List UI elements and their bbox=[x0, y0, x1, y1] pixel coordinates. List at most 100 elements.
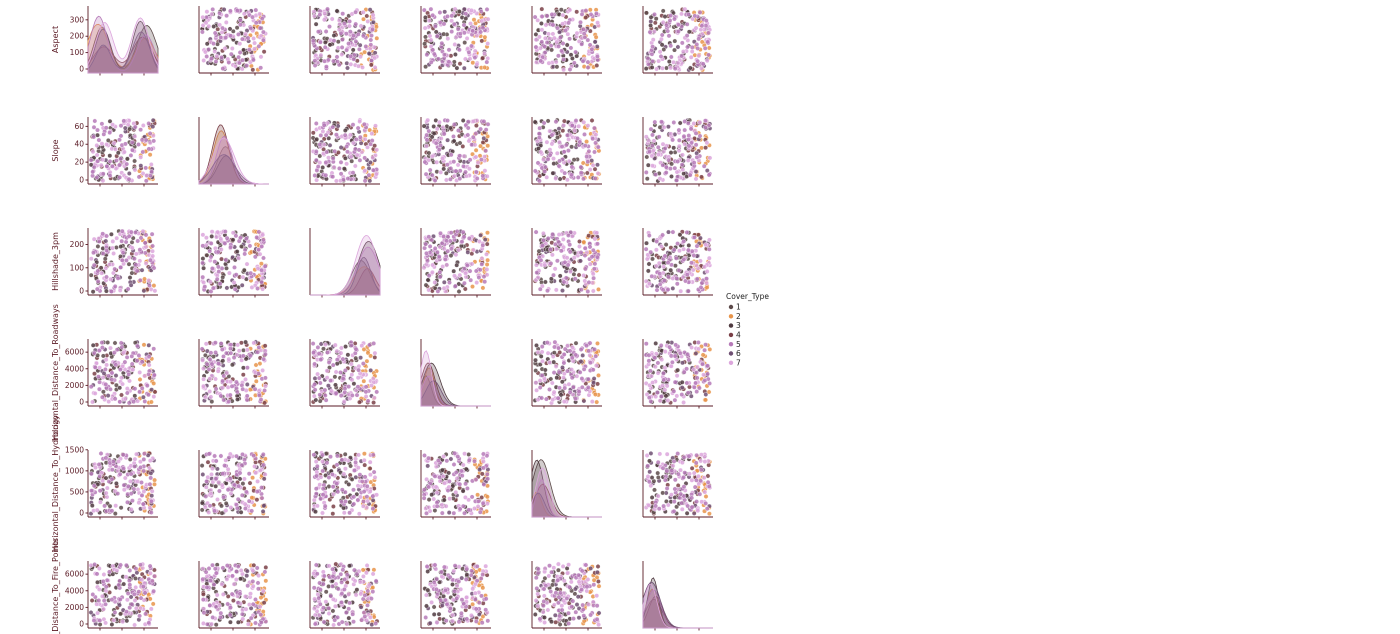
point-class-5 bbox=[123, 239, 129, 245]
point-class-7 bbox=[540, 358, 545, 364]
point-class-7 bbox=[116, 458, 121, 464]
y-tick-label: 20 bbox=[74, 158, 84, 167]
point-class-7 bbox=[201, 280, 207, 285]
point-class-5 bbox=[259, 267, 264, 273]
point-class-7 bbox=[469, 7, 474, 13]
point-class-5 bbox=[330, 124, 336, 130]
point-class-6 bbox=[560, 365, 565, 370]
point-class-7 bbox=[240, 274, 246, 280]
point-class-5 bbox=[675, 159, 681, 164]
point-class-5 bbox=[706, 30, 711, 36]
point-class-7 bbox=[484, 251, 489, 257]
point-class-5 bbox=[539, 39, 545, 45]
point-class-5 bbox=[481, 119, 487, 124]
point-class-5 bbox=[459, 239, 465, 245]
point-class-5 bbox=[584, 343, 589, 349]
point-class-5 bbox=[344, 144, 350, 149]
point-class-5 bbox=[685, 351, 690, 357]
point-class-5 bbox=[551, 370, 557, 375]
point-class-7 bbox=[595, 170, 601, 176]
point-class-1 bbox=[107, 503, 113, 509]
point-class-7 bbox=[260, 232, 266, 238]
point-class-5 bbox=[342, 132, 348, 138]
point-class-5 bbox=[538, 58, 544, 64]
point-class-7 bbox=[677, 248, 682, 254]
point-class-7 bbox=[104, 485, 110, 491]
point-class-5 bbox=[125, 499, 130, 505]
point-class-7 bbox=[355, 375, 361, 381]
point-class-7 bbox=[114, 235, 120, 241]
point-class-5 bbox=[436, 147, 442, 153]
point-class-5 bbox=[138, 464, 144, 470]
point-class-3 bbox=[109, 231, 114, 237]
point-class-5 bbox=[451, 122, 457, 127]
point-class-5 bbox=[112, 283, 118, 289]
point-class-5 bbox=[480, 173, 486, 179]
point-class-5 bbox=[123, 141, 128, 147]
point-class-5 bbox=[136, 353, 142, 358]
point-class-5 bbox=[553, 119, 559, 125]
point-class-7 bbox=[136, 500, 142, 506]
point-class-5 bbox=[350, 122, 356, 128]
point-class-7 bbox=[434, 159, 440, 165]
panel-3-5 bbox=[642, 339, 713, 409]
point-class-5 bbox=[226, 399, 232, 404]
point-class-5 bbox=[585, 289, 591, 294]
point-class-5 bbox=[324, 350, 330, 355]
point-class-5 bbox=[316, 351, 322, 356]
point-class-5 bbox=[360, 361, 366, 366]
point-class-5 bbox=[232, 264, 237, 270]
point-class-7 bbox=[372, 55, 378, 61]
point-class-7 bbox=[209, 11, 215, 17]
point-class-5 bbox=[137, 389, 143, 395]
point-class-5 bbox=[311, 350, 316, 355]
point-class-6 bbox=[358, 355, 363, 361]
point-class-5 bbox=[573, 396, 578, 402]
point-class-5 bbox=[465, 119, 471, 125]
point-class-5 bbox=[129, 353, 135, 359]
point-class-5 bbox=[449, 29, 455, 34]
point-class-5 bbox=[434, 33, 440, 39]
point-class-5 bbox=[139, 480, 144, 485]
point-class-5 bbox=[578, 250, 584, 255]
point-class-5 bbox=[543, 164, 548, 170]
point-class-5 bbox=[665, 28, 671, 34]
point-class-5 bbox=[355, 31, 361, 37]
point-class-1 bbox=[241, 267, 247, 273]
point-class-5 bbox=[347, 29, 353, 35]
point-class-5 bbox=[544, 340, 550, 345]
point-class-2 bbox=[470, 60, 476, 66]
point-class-5 bbox=[649, 273, 655, 279]
point-class-5 bbox=[665, 260, 671, 265]
point-class-2 bbox=[148, 399, 154, 405]
point-class-5 bbox=[97, 386, 102, 392]
point-class-7 bbox=[251, 36, 257, 41]
point-class-6 bbox=[578, 258, 583, 264]
point-class-5 bbox=[578, 347, 584, 352]
point-class-5 bbox=[208, 254, 214, 260]
point-class-7 bbox=[252, 40, 258, 46]
point-class-5 bbox=[583, 8, 589, 14]
point-class-5 bbox=[232, 286, 238, 292]
point-class-5 bbox=[126, 400, 132, 406]
point-class-5 bbox=[126, 176, 132, 182]
point-class-5 bbox=[686, 247, 691, 253]
point-class-7 bbox=[421, 265, 427, 271]
point-class-6 bbox=[368, 367, 374, 373]
point-class-7 bbox=[704, 269, 710, 274]
point-class-5 bbox=[679, 162, 685, 168]
point-class-5 bbox=[142, 240, 148, 246]
point-class-3 bbox=[557, 176, 563, 182]
point-class-7 bbox=[587, 352, 593, 358]
point-class-6 bbox=[675, 44, 681, 50]
point-class-5 bbox=[668, 43, 674, 49]
point-class-5 bbox=[567, 389, 573, 395]
point-class-5 bbox=[549, 132, 555, 138]
point-class-7 bbox=[542, 262, 548, 268]
point-class-5 bbox=[689, 45, 695, 50]
point-class-5 bbox=[591, 275, 596, 281]
point-class-5 bbox=[109, 476, 115, 482]
point-class-5 bbox=[95, 158, 101, 164]
point-class-7 bbox=[441, 285, 447, 291]
